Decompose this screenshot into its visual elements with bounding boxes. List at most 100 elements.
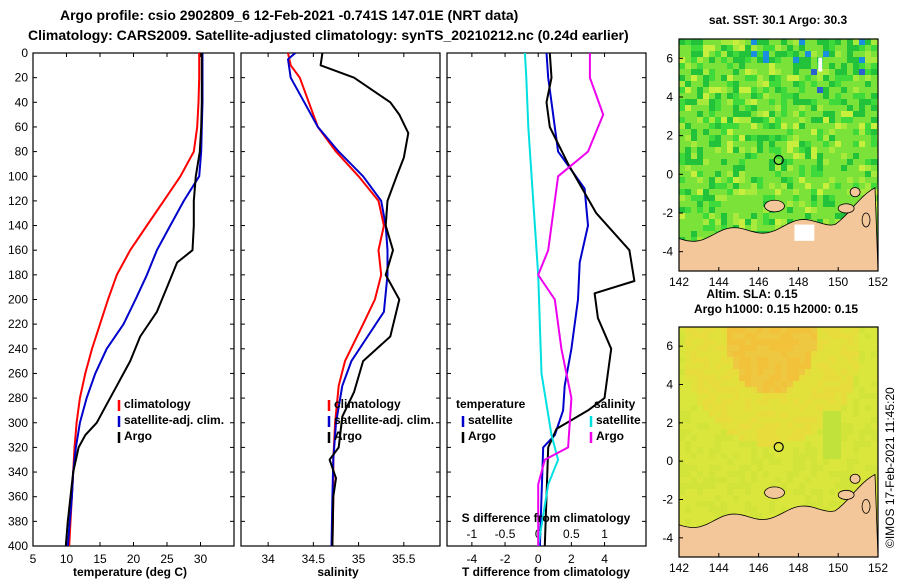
map-cell — [859, 411, 865, 417]
map-cell — [871, 165, 877, 171]
map-cell — [709, 87, 715, 93]
map-cell — [733, 399, 739, 405]
map-cell — [853, 393, 859, 399]
map-cell — [697, 333, 703, 339]
map-cell — [691, 219, 697, 225]
map-cell — [871, 375, 877, 381]
map-cell — [685, 501, 691, 507]
map-cell — [799, 399, 805, 405]
map-cell — [865, 465, 871, 471]
map-ytick-label: -4 — [662, 245, 673, 259]
map-cell — [751, 435, 757, 441]
map-cell — [709, 213, 715, 219]
map-cell — [829, 45, 835, 51]
map-cell — [763, 213, 769, 219]
map-cell — [715, 333, 721, 339]
map-cell — [727, 441, 733, 447]
map-cell — [775, 213, 781, 219]
map-cell — [841, 45, 847, 51]
land-island — [837, 203, 855, 214]
map-cell — [727, 123, 733, 129]
map-cell — [757, 219, 763, 225]
map-cell — [769, 375, 775, 381]
map-cell — [793, 117, 799, 123]
map-cell — [703, 375, 709, 381]
map-cell — [853, 423, 859, 429]
map-cell — [775, 189, 781, 195]
map-cell — [685, 471, 691, 477]
map-cell — [703, 51, 709, 57]
map-cell — [865, 405, 871, 411]
map-cell — [685, 117, 691, 123]
map-cell — [823, 201, 829, 207]
map-cell — [685, 447, 691, 453]
map-cell — [721, 465, 727, 471]
map-cell — [817, 339, 823, 345]
map-xtick-label: 150 — [828, 275, 848, 289]
map-cell — [745, 429, 751, 435]
map-cell — [805, 483, 811, 489]
map-cell — [763, 477, 769, 483]
map-cell — [691, 351, 697, 357]
map-cell — [739, 87, 745, 93]
map-cell — [805, 393, 811, 399]
map-cell — [823, 429, 829, 435]
map-cell — [805, 105, 811, 111]
map-cell — [685, 411, 691, 417]
map-cell — [709, 477, 715, 483]
map-cell — [829, 177, 835, 183]
map-cell — [805, 153, 811, 159]
map-cell — [817, 81, 823, 87]
map-cell — [865, 45, 871, 51]
map-cell — [817, 207, 823, 213]
map-cell — [769, 87, 775, 93]
map-cell — [763, 105, 769, 111]
map-cell — [781, 423, 787, 429]
map-cell — [751, 195, 757, 201]
map-cell — [715, 513, 721, 519]
map-cell — [739, 387, 745, 393]
map-cell — [799, 123, 805, 129]
map-cell — [871, 135, 877, 141]
map-cell — [745, 207, 751, 213]
map-cell — [703, 207, 709, 213]
map-cell — [751, 447, 757, 453]
map-cell — [769, 111, 775, 117]
map-cell — [751, 441, 757, 447]
map-cell — [745, 513, 751, 519]
map-cell — [733, 219, 739, 225]
legend-argo: Argo — [124, 429, 152, 443]
map-cell — [829, 429, 835, 435]
map-cell — [709, 219, 715, 225]
map-cell — [841, 195, 847, 201]
map-cell — [703, 201, 709, 207]
map-cell — [697, 399, 703, 405]
map-cell — [703, 165, 709, 171]
map-cell — [799, 417, 805, 423]
map-cell — [817, 201, 823, 207]
map-cell — [703, 213, 709, 219]
map-cell — [817, 345, 823, 351]
map-cell — [805, 459, 811, 465]
map-cell — [685, 465, 691, 471]
map-cell — [823, 189, 829, 195]
map-cell — [847, 87, 853, 93]
map-cell — [787, 495, 793, 501]
map-cell — [829, 387, 835, 393]
map-xtick-label: 148 — [788, 275, 808, 289]
map-cell — [793, 87, 799, 93]
map-cell — [727, 333, 733, 339]
map-cell — [685, 177, 691, 183]
map-cell — [763, 501, 769, 507]
map-cell — [853, 339, 859, 345]
map-cell — [679, 129, 685, 135]
map-cell — [697, 471, 703, 477]
map-cell — [787, 81, 793, 87]
map-cell — [709, 459, 715, 465]
map-cell — [739, 51, 745, 57]
map-cell — [817, 123, 823, 129]
map-cell — [745, 399, 751, 405]
map-cell — [763, 357, 769, 363]
map-cell — [733, 375, 739, 381]
difference-series — [523, 53, 636, 546]
